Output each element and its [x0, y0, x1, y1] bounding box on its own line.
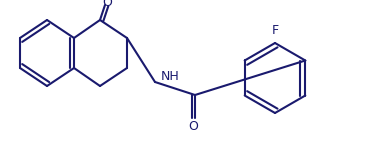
Text: NH: NH — [161, 71, 180, 84]
Text: F: F — [272, 24, 279, 38]
Text: O: O — [102, 0, 112, 9]
Text: O: O — [188, 120, 198, 133]
